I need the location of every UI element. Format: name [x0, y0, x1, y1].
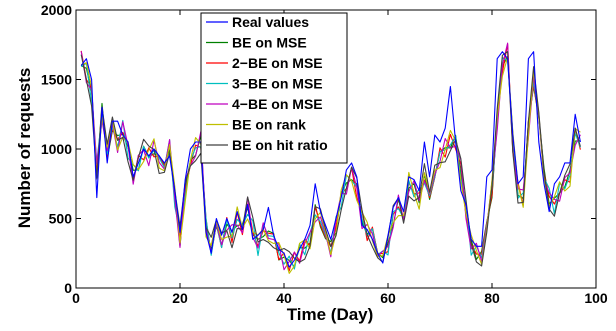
- x-tick-label: 20: [172, 290, 188, 306]
- y-tick-label: 1500: [41, 72, 72, 88]
- y-tick-label: 500: [49, 211, 73, 227]
- legend-label-5: BE on rank: [232, 117, 306, 133]
- legend-label-4: 4−BE on MSE: [232, 96, 323, 112]
- legend-items: Real values BE on MSE 2−BE on MSE 3−BE on M…: [206, 14, 328, 153]
- x-tick-label: 40: [276, 290, 292, 306]
- legend-box: [200, 12, 348, 164]
- y-tick-label: 0: [64, 280, 72, 296]
- x-axis-label: Time (Day): [287, 305, 374, 324]
- x-tick-label: 60: [380, 290, 396, 306]
- x-tick-label: 0: [72, 290, 80, 306]
- series-line-6: [80, 51, 581, 267]
- x-tick-label: 100: [584, 290, 608, 306]
- x-tick-label: 80: [484, 290, 500, 306]
- legend-label-6: BE on hit ratio: [232, 137, 328, 153]
- series-layer: [80, 42, 581, 274]
- legend-label-1: BE on MSE: [232, 35, 307, 51]
- legend: Real values BE on MSE 2−BE on MSE 3−BE on M…: [200, 12, 348, 164]
- y-tick-label: 2000: [41, 2, 72, 18]
- y-axis-label: Number of requests: [15, 68, 34, 229]
- legend-label-3: 3−BE on MSE: [232, 76, 323, 92]
- legend-label-2: 2−BE on MSE: [232, 55, 323, 71]
- series-line-0: [80, 51, 581, 268]
- legend-label-0: Real values: [232, 14, 309, 30]
- y-tick-label: 1000: [41, 141, 72, 157]
